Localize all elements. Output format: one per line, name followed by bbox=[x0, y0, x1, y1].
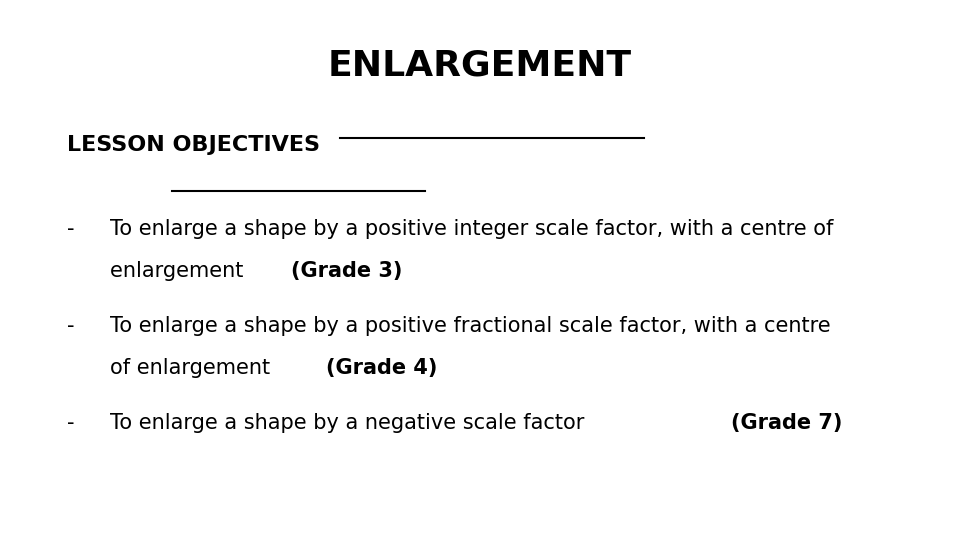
Text: (Grade 7): (Grade 7) bbox=[732, 413, 843, 433]
Text: (Grade 3): (Grade 3) bbox=[291, 261, 402, 281]
Text: To enlarge a shape by a positive fractional scale factor, with a centre: To enlarge a shape by a positive fractio… bbox=[110, 316, 831, 336]
Text: ENLARGEMENT: ENLARGEMENT bbox=[328, 49, 632, 83]
Text: -: - bbox=[67, 316, 75, 336]
Text: -: - bbox=[67, 413, 75, 433]
Text: of enlargement: of enlargement bbox=[110, 358, 277, 378]
Text: To enlarge a shape by a negative scale factor: To enlarge a shape by a negative scale f… bbox=[110, 413, 591, 433]
Text: -: - bbox=[67, 219, 75, 239]
Text: (Grade 4): (Grade 4) bbox=[325, 358, 437, 378]
Text: LESSON OBJECTIVES: LESSON OBJECTIVES bbox=[67, 135, 321, 155]
Text: To enlarge a shape by a positive integer scale factor, with a centre of: To enlarge a shape by a positive integer… bbox=[110, 219, 834, 239]
Text: enlargement: enlargement bbox=[110, 261, 251, 281]
